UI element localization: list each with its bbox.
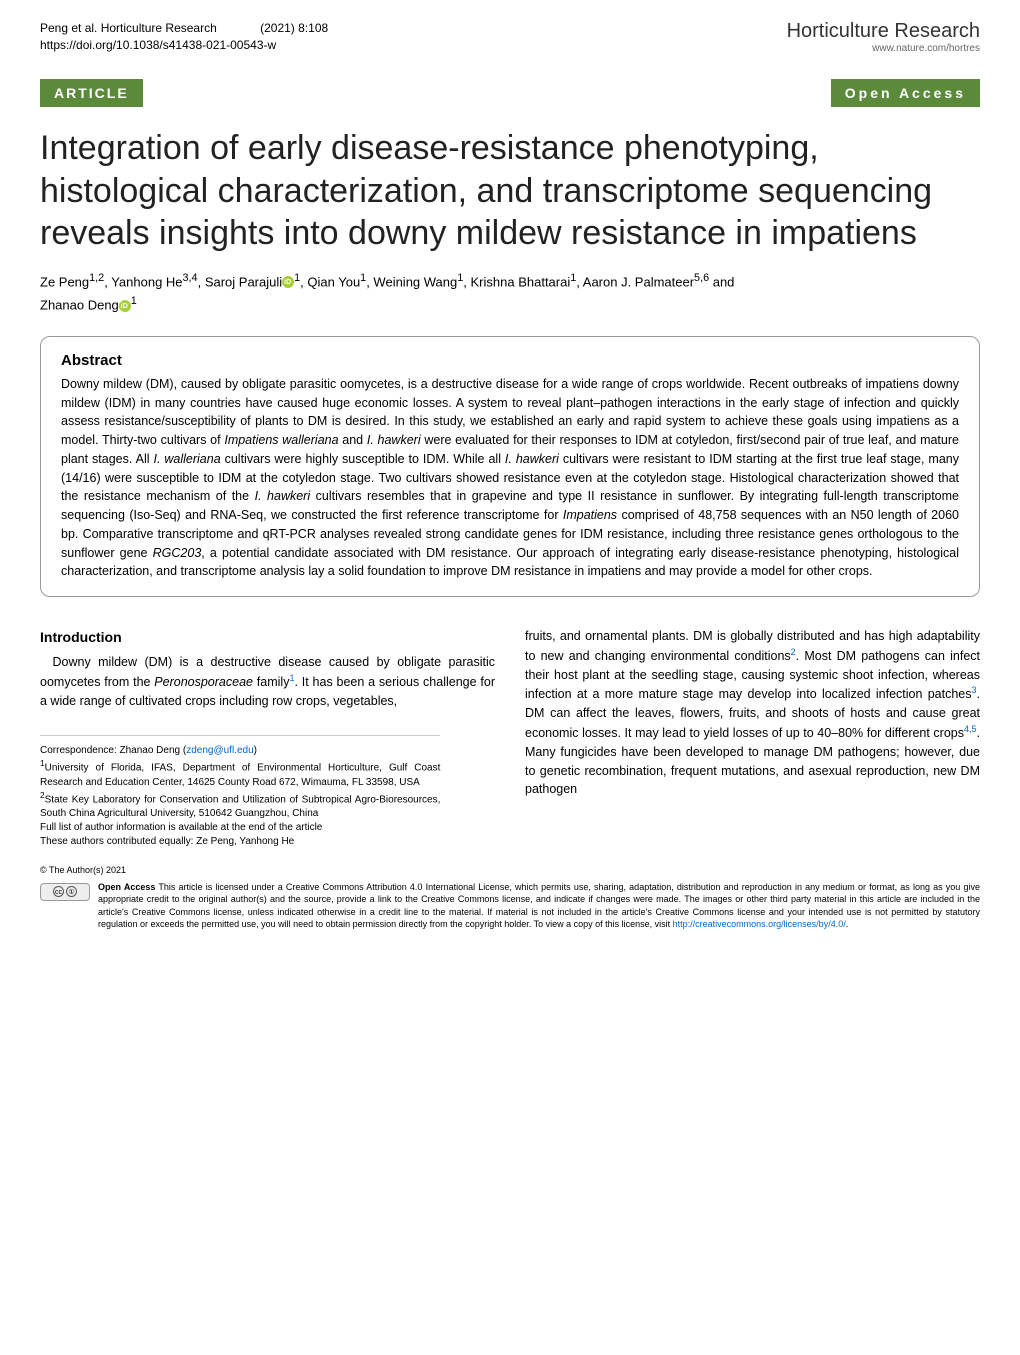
species-name: I. walleriana <box>153 452 220 466</box>
affiliation: State Key Laboratory for Conservation an… <box>40 794 440 819</box>
species-name: I. hawkeri <box>255 489 311 503</box>
citation-year: (2021) 8:108 <box>260 21 328 35</box>
right-column: fruits, and ornamental plants. DM is glo… <box>525 627 980 849</box>
gene-name: RGC203 <box>153 546 202 560</box>
species-name: Impatiens <box>563 508 617 522</box>
journal-url: www.nature.com/hortres <box>787 43 980 54</box>
article-tag: ARTICLE <box>40 79 143 107</box>
species-name: Impatiens walleriana <box>224 433 338 447</box>
meta-bar: ARTICLE Open Access <box>40 79 980 107</box>
author: , Weining Wang <box>366 274 457 289</box>
left-column: Introduction Downy mildew (DM) is a dest… <box>40 627 495 849</box>
author-and: and <box>709 274 734 289</box>
equal-contrib-note: These authors contributed equally: Ze Pe… <box>40 836 294 847</box>
doi: https://doi.org/10.1038/s41438-021-00543… <box>40 38 276 52</box>
abstract-segment: and <box>339 433 367 447</box>
body-columns: Introduction Downy mildew (DM) is a dest… <box>0 627 1020 849</box>
license-row: cc① Open Access This article is licensed… <box>40 881 980 931</box>
header-journal: Horticulture Research www.nature.com/hor… <box>787 20 980 54</box>
abstract-title: Abstract <box>61 352 959 369</box>
orcid-icon[interactable] <box>282 276 294 288</box>
correspondence-block: Correspondence: Zhanao Deng (zdeng@ufl.e… <box>40 735 440 849</box>
intro-paragraph: Downy mildew (DM) is a destructive disea… <box>40 653 495 710</box>
author: , Aaron J. Palmateer <box>576 274 694 289</box>
open-access-label: Open Access <box>98 882 155 892</box>
copyright-line: © The Author(s) 2021 <box>40 864 980 877</box>
open-access-tag: Open Access <box>831 79 980 107</box>
by-icon: ① <box>66 886 77 897</box>
license-end: . <box>846 919 849 929</box>
author: , Yanhong He <box>104 274 182 289</box>
cc-by-icon: cc① <box>40 883 90 901</box>
species-name: I. hawkeri <box>505 452 559 466</box>
license-url[interactable]: http://creativecommons.org/licenses/by/4… <box>673 919 846 929</box>
intro-segment: family <box>253 675 289 689</box>
page-footer: © The Author(s) 2021 cc① Open Access Thi… <box>0 849 1020 946</box>
affiliation: University of Florida, IFAS, Department … <box>40 763 440 788</box>
family-name: Peronosporaceae <box>154 675 253 689</box>
affil-sup: 1 <box>131 295 137 307</box>
affil-sup: 1,2 <box>89 272 104 284</box>
page-header: Peng et al. Horticulture Research (2021)… <box>0 0 1020 64</box>
author: Zhanao Deng <box>40 297 119 312</box>
author: , Krishna Bhattarai <box>463 274 570 289</box>
author: Ze Peng <box>40 274 89 289</box>
correspondence-email[interactable]: zdeng@ufl.edu <box>186 745 253 756</box>
citation-line: Peng et al. Horticulture Research <box>40 21 217 35</box>
abstract-box: Abstract Downy mildew (DM), caused by ob… <box>40 336 980 597</box>
author: , Saroj Parajuli <box>198 274 283 289</box>
journal-name: Horticulture Research <box>787 20 980 43</box>
cc-icon: cc <box>53 886 64 897</box>
species-name: I. hawkeri <box>367 433 421 447</box>
abstract-segment: cultivars were highly susceptible to IDM… <box>221 452 505 466</box>
correspondence-label: Correspondence: Zhanao Deng ( <box>40 745 186 756</box>
ref-sup[interactable]: 4,5 <box>964 724 977 734</box>
affil-sup: 5,6 <box>694 272 709 284</box>
header-citation: Peng et al. Horticulture Research (2021)… <box>40 20 328 54</box>
author: , Qian You <box>300 274 360 289</box>
orcid-icon[interactable] <box>119 300 131 312</box>
affil-sup: 3,4 <box>183 272 198 284</box>
section-title-introduction: Introduction <box>40 627 495 648</box>
article-title: Integration of early disease-resistance … <box>0 107 1020 270</box>
intro-paragraph: fruits, and ornamental plants. DM is glo… <box>525 627 980 799</box>
license-text: Open Access This article is licensed und… <box>98 881 980 931</box>
correspondence-end: ) <box>254 745 257 756</box>
full-list-note: Full list of author information is avail… <box>40 822 322 833</box>
authors-list: Ze Peng1,2, Yanhong He3,4, Saroj Parajul… <box>0 270 1020 336</box>
abstract-text: Downy mildew (DM), caused by obligate pa… <box>61 375 959 581</box>
